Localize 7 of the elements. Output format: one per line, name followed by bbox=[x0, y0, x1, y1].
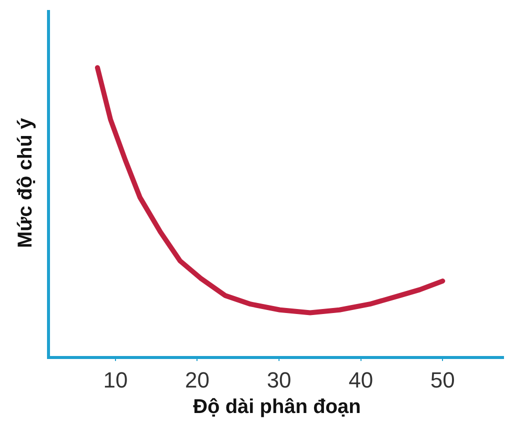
x-tick-label: 50 bbox=[430, 367, 455, 392]
x-axis-title: Độ dài phân đoạn bbox=[193, 396, 361, 418]
x-tick-label: 40 bbox=[348, 367, 374, 392]
x-tick-label: 20 bbox=[185, 367, 210, 392]
x-tick-label: 30 bbox=[266, 367, 292, 392]
y-axis-title: Mức độ chú ý bbox=[14, 117, 36, 248]
x-tick-label: 10 bbox=[103, 367, 128, 392]
